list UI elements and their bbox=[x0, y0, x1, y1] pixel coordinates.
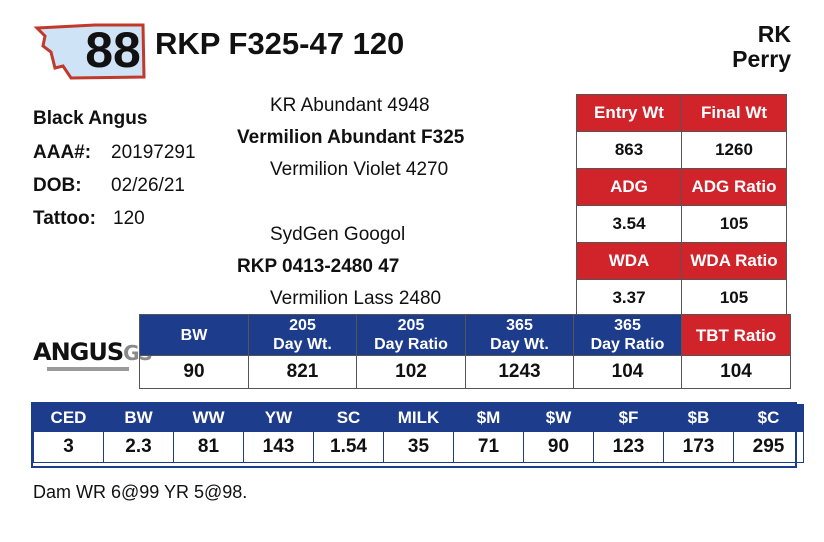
final-wt-value: 1260 bbox=[681, 131, 787, 169]
epd-value-ced: 3 bbox=[33, 431, 104, 463]
epd-value-ww: 81 bbox=[173, 431, 244, 463]
pedigree-dam-sire: SydGen Googol bbox=[270, 224, 406, 245]
entry-wt-value: 863 bbox=[576, 131, 682, 169]
performance-table: Entry Wt Final Wt 863 1260 ADG ADG Ratio… bbox=[576, 94, 787, 317]
epd-header-milk: MILK bbox=[383, 404, 454, 432]
state-outline-icon bbox=[33, 23, 146, 80]
205-day-ratio-value: 102 bbox=[356, 355, 466, 389]
205-day-wt-value: 821 bbox=[248, 355, 357, 389]
tbt-ratio-value: 104 bbox=[681, 355, 791, 389]
registration: AAA#: 20197291 bbox=[33, 142, 196, 164]
365-day-ratio-value: 104 bbox=[573, 355, 682, 389]
tbt-ratio-header: TBT Ratio bbox=[681, 314, 791, 356]
bw-value: 90 bbox=[139, 355, 249, 389]
dob-label: DOB: bbox=[33, 175, 82, 196]
consignor: RK Perry bbox=[732, 22, 791, 72]
epd-table: CED BW WW YW SC MILK $M $W $F $B $C 3 2.… bbox=[33, 404, 804, 463]
entry-wt-header: Entry Wt bbox=[576, 94, 682, 132]
wda-ratio-value: 105 bbox=[681, 279, 787, 317]
registration-label: AAA#: bbox=[33, 142, 92, 163]
epd-value-bw: 2.3 bbox=[103, 431, 174, 463]
final-wt-header: Final Wt bbox=[681, 94, 787, 132]
205-day-ratio-header: 205 Day Ratio bbox=[356, 314, 466, 356]
tattoo-label: Tattoo: bbox=[33, 208, 96, 229]
tattoo: Tattoo: 120 bbox=[33, 208, 145, 230]
adg-ratio-value: 105 bbox=[681, 205, 787, 243]
animal-name: RKP F325-47 120 bbox=[155, 26, 405, 61]
epd-header-c-index: $C bbox=[733, 404, 804, 432]
epd-value-sc: 1.54 bbox=[313, 431, 384, 463]
365-day-wt-header: 365 Day Wt. bbox=[465, 314, 574, 356]
adg-value: 3.54 bbox=[576, 205, 682, 243]
epd-value-c-index: 295 bbox=[733, 431, 804, 463]
205-day-wt-header: 205 Day Wt. bbox=[248, 314, 357, 356]
adg-header: ADG bbox=[576, 168, 682, 206]
epd-header-f-index: $F bbox=[593, 404, 664, 432]
registration-value: 20197291 bbox=[111, 142, 196, 163]
epd-header-yw: YW bbox=[243, 404, 314, 432]
epd-value-b-index: 173 bbox=[663, 431, 734, 463]
epd-header-b-index: $B bbox=[663, 404, 734, 432]
adg-ratio-header: ADG Ratio bbox=[681, 168, 787, 206]
bw-header: BW bbox=[139, 314, 249, 356]
logo-main: ANGUS bbox=[33, 338, 124, 366]
pedigree-sire-dam: Vermilion Violet 4270 bbox=[270, 159, 449, 180]
tattoo-value: 120 bbox=[113, 208, 145, 229]
pedigree-dam-dam: Vermilion Lass 2480 bbox=[270, 288, 442, 309]
lot-number: 88 bbox=[85, 22, 141, 78]
dob-value: 02/26/21 bbox=[111, 175, 185, 196]
consignor-line2: Perry bbox=[732, 46, 791, 72]
ratio-table: BW 205 Day Wt. 205 Day Ratio 365 Day Wt. 36… bbox=[139, 314, 791, 389]
365-day-wt-value: 1243 bbox=[465, 355, 574, 389]
pedigree-sire: Vermilion Abundant F325 bbox=[237, 127, 465, 148]
logo-tagline-graphic bbox=[47, 367, 129, 371]
epd-header-w-index: $W bbox=[523, 404, 594, 432]
epd-header-sc: SC bbox=[313, 404, 384, 432]
365-day-ratio-header: 365 Day Ratio bbox=[573, 314, 682, 356]
wda-value: 3.37 bbox=[576, 279, 682, 317]
lot-badge: 88 bbox=[33, 22, 147, 80]
epd-value-w-index: 90 bbox=[523, 431, 594, 463]
epd-value-yw: 143 bbox=[243, 431, 314, 463]
epd-header-ced: CED bbox=[33, 404, 104, 432]
epd-value-m-index: 71 bbox=[453, 431, 524, 463]
epd-header-m-index: $M bbox=[453, 404, 524, 432]
wda-ratio-header: WDA Ratio bbox=[681, 242, 787, 280]
epd-value-f-index: 123 bbox=[593, 431, 664, 463]
pedigree-dam: RKP 0413-2480 47 bbox=[237, 256, 400, 277]
epd-header-ww: WW bbox=[173, 404, 244, 432]
pedigree-sire-sire: KR Abundant 4948 bbox=[270, 95, 430, 116]
dam-record-note: Dam WR 6@99 YR 5@98. bbox=[33, 482, 248, 502]
angus-gs-logo: ANGUSGS bbox=[33, 338, 153, 378]
wda-header: WDA bbox=[576, 242, 682, 280]
dob: DOB: 02/26/21 bbox=[33, 175, 185, 197]
epd-header-bw: BW bbox=[103, 404, 174, 432]
epd-value-milk: 35 bbox=[383, 431, 454, 463]
consignor-line1: RK bbox=[757, 21, 791, 47]
breed: Black Angus bbox=[33, 108, 148, 129]
